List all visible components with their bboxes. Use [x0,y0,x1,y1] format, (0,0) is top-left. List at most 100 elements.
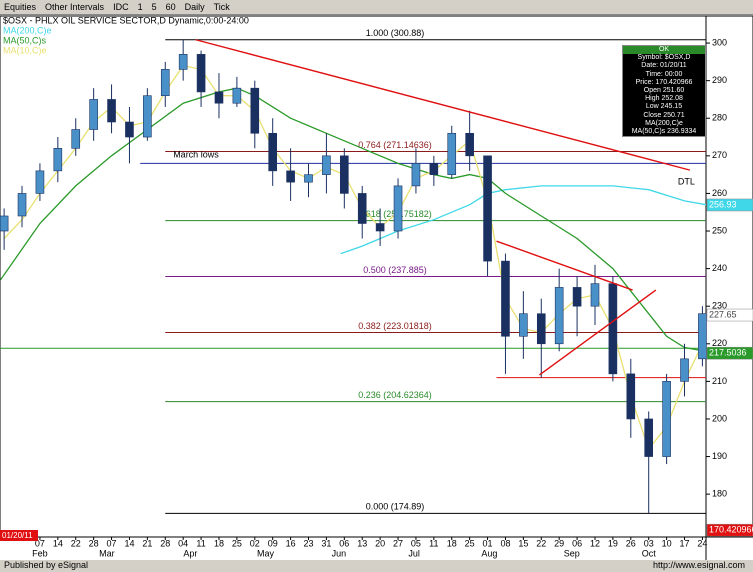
fib-label: 0.000 (174.89) [366,502,425,512]
x-tick-label: 23 [303,538,313,548]
x-tick-label: 20 [375,538,385,548]
x-tick-label: 14 [124,538,134,548]
candle-body [322,155,331,175]
price-box [706,308,753,322]
candle-body [160,69,170,96]
x-tick-label: 08 [500,538,510,548]
toolbar-item[interactable]: Other Intervals [45,2,105,12]
toolbar-item[interactable]: Tick [213,2,230,12]
x-tick-label: 06 [572,538,582,548]
info-line: Symbol: $OSX,D [637,54,691,62]
published: Published by eSignal [4,560,89,570]
price-box [706,346,753,360]
x-tick-label: 17 [680,538,690,548]
month-label: Aug [481,548,497,558]
toolbar-item[interactable]: 1 [137,2,143,12]
x-tick-label: 19 [608,538,618,548]
trendline-label: DTL [678,176,695,186]
legend-entry: MA(200,C)e [3,25,52,35]
month-label: Sep [564,548,580,558]
x-tick-label: 16 [286,538,296,548]
fib-label: 0.500 (237.885) [363,265,427,275]
candle-body [554,287,564,345]
toolbar-item[interactable]: IDC [113,2,129,12]
info-line: Open 251.60 [643,87,685,95]
toolbar-item[interactable]: 5 [151,2,157,12]
x-tick-label: 11 [196,538,205,548]
ma-line [3,64,703,451]
y-tick-label: 290 [712,75,727,85]
candle-body [519,313,528,337]
x-tick-label: 29 [554,538,564,548]
x-tick-label: 12 [590,538,600,548]
price-label: 217.5036 [709,348,747,358]
x-tick-label: 10 [662,538,672,548]
x-tick-label: 15 [518,538,528,548]
candle-body [0,215,9,232]
cursor-date-box [0,530,38,541]
x-tick-label: 01 [483,538,493,548]
x-tick-label: 09 [268,538,278,548]
info-line: Price: 170.420966 [635,78,693,86]
candle-body [268,132,277,172]
month-label: Jul [408,548,420,558]
price-label: 256.93 [709,199,737,209]
toolbar-item[interactable]: 60 [165,2,176,12]
cursor-date: 01/20/11 [2,531,33,540]
toolbar-item[interactable]: Equities [4,2,37,12]
fib-label: 0.236 (204.62364) [358,390,432,400]
info-line: Close 250.71 [643,111,685,119]
candle-body [590,283,600,307]
y-tick-label: 270 [712,150,727,160]
trendline [496,240,633,291]
x-tick-label: 14 [53,538,63,548]
trendline [195,39,691,171]
x-tick-label: 18 [214,538,224,548]
candle-body [214,91,224,104]
legend-entry: MA(10,C)e [3,45,47,55]
candle-body [375,223,385,232]
info-box: OK Symbol: $OSX,D Date: 01/20/11 Time: 00:0… [622,45,706,138]
candle-body [429,163,439,175]
candle-body [662,381,671,457]
candle-body [17,193,27,217]
candle-body [125,121,134,138]
price-label: 227.65 [709,309,737,319]
price-box [706,198,753,212]
candle-body [536,313,546,345]
fib-label: 1.000 (300.88) [366,28,425,38]
x-tick-label: 28 [160,538,170,548]
x-tick-label: 25 [232,538,242,548]
candle-body [357,193,367,224]
x-tick-label: 07 [107,538,117,548]
candle-body [143,95,152,138]
x-tick-label: 22 [71,538,81,548]
candle-body [644,418,654,457]
y-tick-label: 250 [712,225,727,235]
info-line: Time: 00:00 [645,70,683,78]
x-tick-label: 24 [697,538,707,548]
x-tick-label: 26 [626,538,636,548]
y-tick-label: 200 [712,413,727,423]
fib-label: 0.382 (223.01818) [358,321,432,331]
candle-body [178,54,188,70]
toolbar-item[interactable]: Daily [184,2,205,12]
candle-body [286,170,295,183]
candle-body [698,313,707,360]
x-tick-label: 18 [447,538,457,548]
candle-body [89,99,98,130]
y-tick-label: 230 [712,301,727,311]
y-tick-label: 190 [712,451,727,461]
y-tick-label: 210 [712,376,727,386]
month-label: Apr [183,548,197,558]
x-tick-label: 11 [429,538,438,548]
info-line: Date: 01/20/11 [641,62,687,70]
candle-body [35,170,45,194]
month-label: Oct [642,548,657,558]
y-tick-label: 220 [712,338,727,348]
candle-body [196,54,206,93]
x-tick-label: 06 [339,538,349,548]
x-tick-label: 21 [142,538,152,548]
candle-body [393,185,403,232]
